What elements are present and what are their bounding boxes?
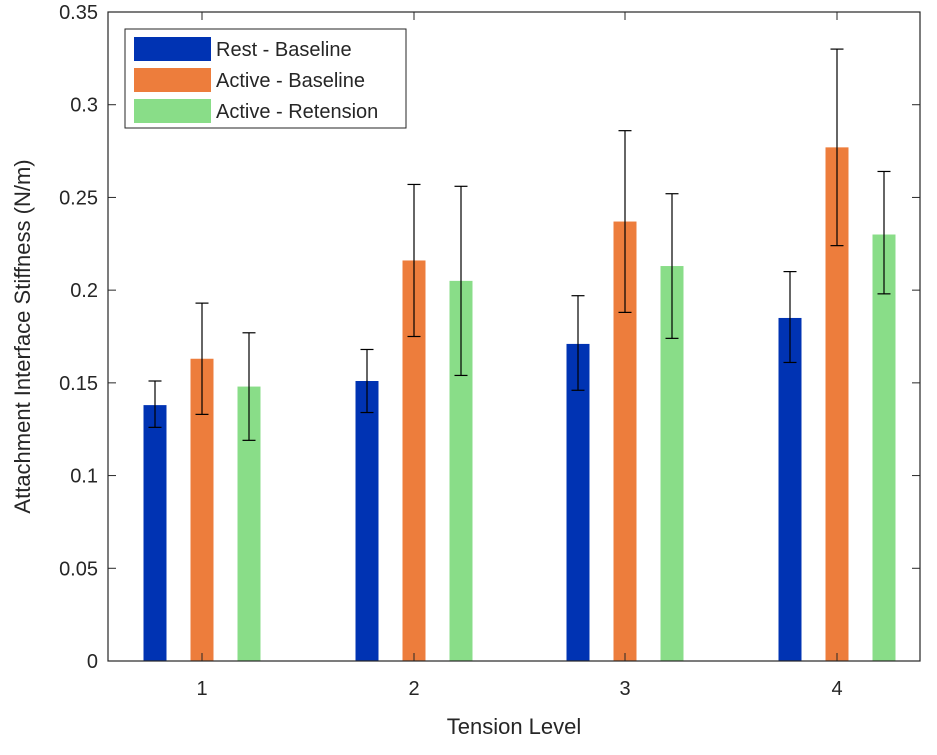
bar-s1-c4 — [778, 317, 802, 661]
legend-label-3: Active - Retension — [216, 101, 378, 123]
y-tick-label: 0.3 — [70, 95, 98, 117]
x-tick-label: 3 — [619, 678, 630, 700]
bar-s2-c2 — [402, 260, 426, 661]
bar-s3-c3 — [660, 266, 684, 661]
y-tick-label: 0.35 — [59, 2, 98, 24]
x-tick-label: 4 — [831, 678, 842, 700]
bar-s2-c4 — [825, 147, 849, 661]
error-bar-s3-c4 — [877, 170, 891, 295]
legend-label-1: Rest - Baseline — [216, 39, 352, 61]
error-bar-s3-c1 — [242, 332, 256, 441]
plot-area-frame — [107, 11, 921, 662]
error-bar-s1-c2 — [360, 348, 374, 414]
x-tick-label: 2 — [408, 678, 419, 700]
y-tick-label: 0.2 — [70, 280, 98, 302]
bars-layer — [143, 147, 896, 661]
y-tick-label: 0.1 — [70, 466, 98, 488]
y-tick-label: 0 — [87, 651, 98, 673]
x-axis-title: Tension Level — [447, 714, 582, 739]
error-bar-s1-c3 — [571, 295, 585, 391]
bar-s3-c4 — [872, 234, 896, 661]
bar-s3-c1 — [237, 386, 261, 661]
bar-s1-c1 — [143, 405, 167, 661]
error-bar-s1-c4 — [783, 271, 797, 364]
y-tick-label: 0.15 — [59, 373, 98, 395]
bar-s2-c1 — [190, 358, 214, 661]
bar-s1-c3 — [566, 343, 590, 661]
y-axis: 0 0.05 0.1 0.15 0.2 0.25 0.3 0.35 — [59, 2, 920, 673]
legend-swatch-3 — [134, 99, 211, 123]
error-bar-s2-c1 — [195, 302, 209, 415]
legend: Rest - Baseline Active - Baseline Active -… — [124, 28, 407, 129]
error-bar-s3-c3 — [665, 193, 679, 339]
legend-swatch-1 — [134, 37, 211, 61]
error-bar-s2-c2 — [407, 183, 421, 338]
error-bar-s3-c2 — [454, 185, 468, 377]
error-bar-s2-c3 — [618, 130, 632, 313]
legend-swatch-2 — [134, 68, 211, 92]
error-bar-s2-c4 — [830, 48, 844, 247]
error-bar-s1-c1 — [148, 380, 162, 428]
legend-label-2: Active - Baseline — [216, 70, 365, 92]
bar-s2-c3 — [613, 221, 637, 661]
x-tick-label: 1 — [196, 678, 207, 700]
y-tick-label: 0.05 — [59, 558, 98, 580]
error-bars-layer — [148, 48, 891, 441]
y-tick-label: 0.25 — [59, 187, 98, 209]
x-axis: 1 2 3 4 — [196, 12, 843, 700]
bar-s1-c2 — [355, 381, 379, 661]
y-axis-title: Attachment Interface Stiffness (N/m) — [10, 159, 35, 513]
